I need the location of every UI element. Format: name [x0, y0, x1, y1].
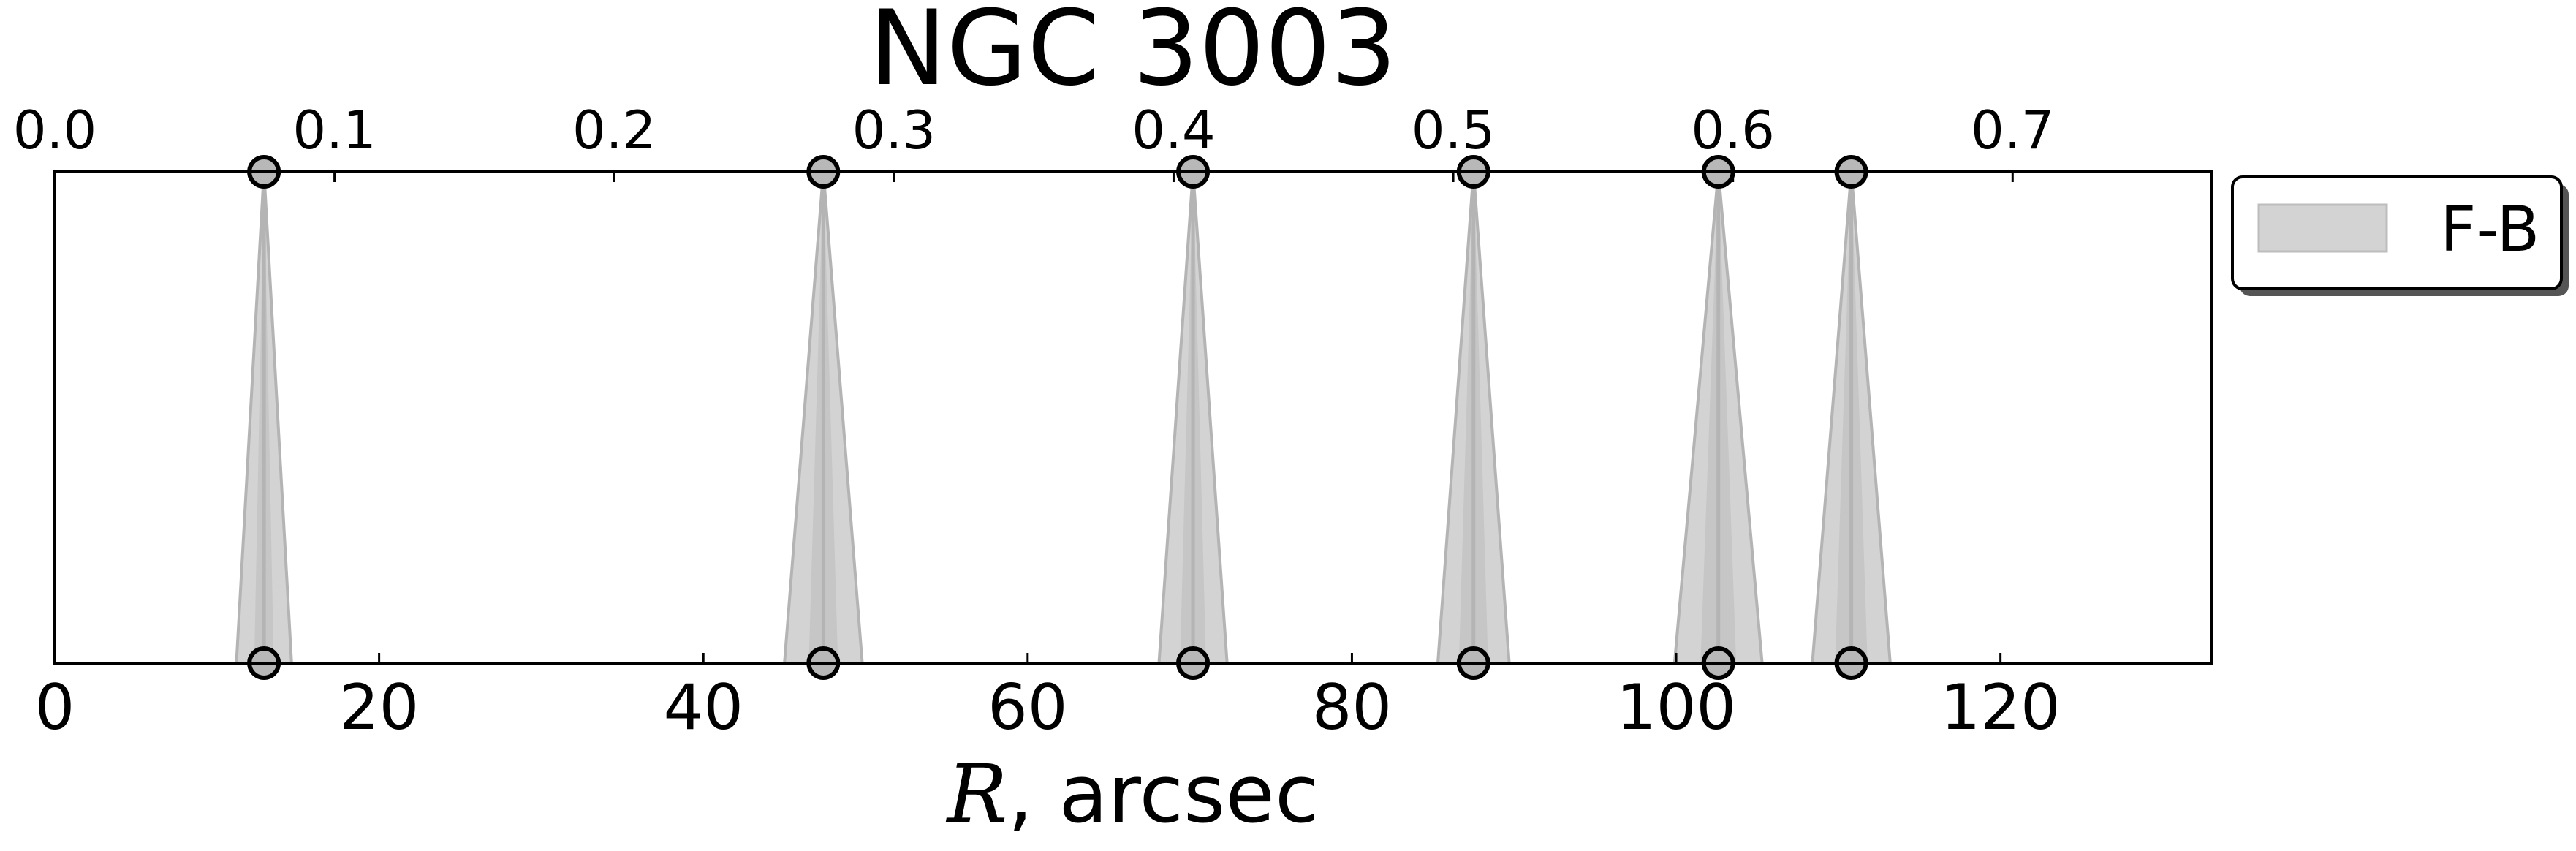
chart-title: NGC 3003 — [869, 0, 1397, 109]
x-tick-label-5: 100 — [1616, 671, 1736, 744]
x-axis-unit: , arcsec — [1007, 747, 1319, 841]
top-tick-label-5: 0.5 — [1412, 99, 1496, 161]
top-axis: 0.0 0.1 0.2 0.3 0.4 0.5 0.6 0.7 — [13, 99, 2055, 161]
legend-swatch — [2257, 203, 2388, 253]
top-tick-label-6: 0.6 — [1691, 99, 1775, 161]
top-tick-label-2: 0.2 — [572, 99, 656, 161]
plot-area — [53, 155, 2213, 680]
top-tick-label-7: 0.7 — [1971, 99, 2055, 161]
x-tick-label-3: 60 — [988, 671, 1067, 744]
plot-frame — [53, 170, 2213, 665]
x-tick-label-1: 20 — [339, 671, 419, 744]
top-tick-label-1: 0.1 — [292, 99, 376, 161]
legend-label-fb: F-B — [2440, 193, 2539, 266]
top-tick-label-3: 0.3 — [852, 99, 936, 161]
axis-ticks — [53, 172, 2014, 663]
x-axis-symbol: R — [946, 747, 1008, 841]
top-tick-label-4: 0.4 — [1132, 99, 1216, 161]
x-tick-label-0: 0 — [35, 671, 75, 744]
plot-background — [55, 172, 2211, 663]
x-axis-label: R, arcsec — [946, 747, 1319, 841]
bottom-axis: 0 20 40 60 80 100 120 — [35, 671, 2061, 744]
x-tick-label-4: 80 — [1312, 671, 1392, 744]
x-tick-label-6: 120 — [1941, 671, 2061, 744]
series-fb — [235, 155, 1892, 680]
legend: F-B — [2231, 175, 2569, 296]
x-tick-label-2: 40 — [663, 671, 743, 744]
top-tick-label-0: 0.0 — [13, 99, 97, 161]
